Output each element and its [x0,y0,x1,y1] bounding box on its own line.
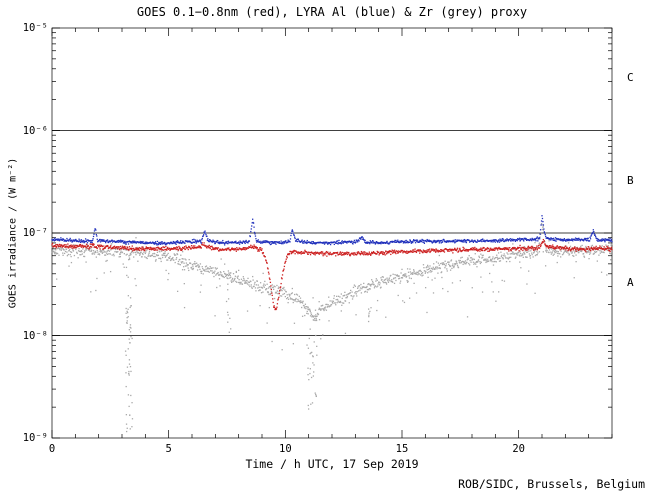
flare-class-label: B [627,173,634,187]
chart-title: GOES 0.1−0.8nm (red), LYRA Al (blue) & Z… [136,5,528,19]
x-tick-label: 15 [395,443,409,455]
x-tick-label: 5 [165,443,172,455]
flare-class-label: A [627,276,634,290]
x-tick-label: 0 [48,443,56,455]
y-tick-label: 10⁻⁹ [22,432,48,444]
x-tick-label: 20 [512,443,525,455]
y-tick-label: 10⁻⁶ [22,124,48,137]
credit-text: ROB/SIDC, Brussels, Belgium [458,477,645,491]
y-tick-label: 10⁻⁸ [22,329,48,342]
y-tick-label: 10⁻⁷ [22,227,48,239]
x-axis-title: Time / h UTC, 17 Sep 2019 [245,457,419,471]
y-tick-label: 10⁻⁵ [22,22,48,34]
flare-class-label: C [627,71,634,85]
x-tick-label: 10 [279,443,292,455]
